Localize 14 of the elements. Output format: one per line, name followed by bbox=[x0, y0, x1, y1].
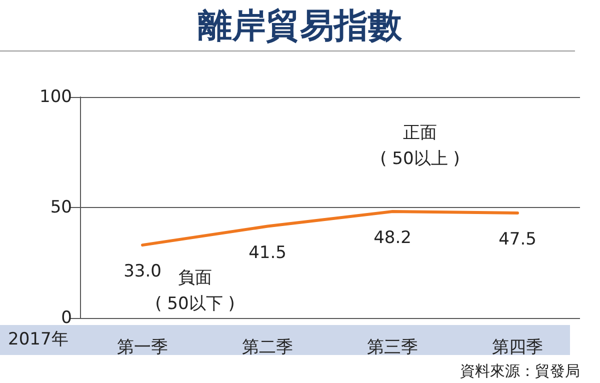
chart-title: 離岸貿易指數 bbox=[197, 6, 403, 46]
x-axis-title: 2017年 bbox=[8, 330, 68, 350]
x-tick-label: 第二季 bbox=[242, 338, 293, 358]
x-tick-label: 第三季 bbox=[367, 338, 418, 358]
data-label: 41.5 bbox=[248, 242, 286, 263]
annotation: 正面 ( 50以上 ) bbox=[380, 123, 460, 169]
x-tick-label: 第四季 bbox=[492, 338, 543, 358]
x-tick-label: 第一季 bbox=[117, 338, 168, 358]
y-tick-label: 100 bbox=[40, 87, 72, 107]
data-label: 47.5 bbox=[498, 230, 536, 250]
data-label: 48.2 bbox=[374, 228, 412, 248]
source-note: 資料來源：貿發局 bbox=[460, 362, 580, 380]
y-tick-label: 50 bbox=[50, 198, 72, 218]
y-tick-label: 0 bbox=[61, 308, 72, 328]
